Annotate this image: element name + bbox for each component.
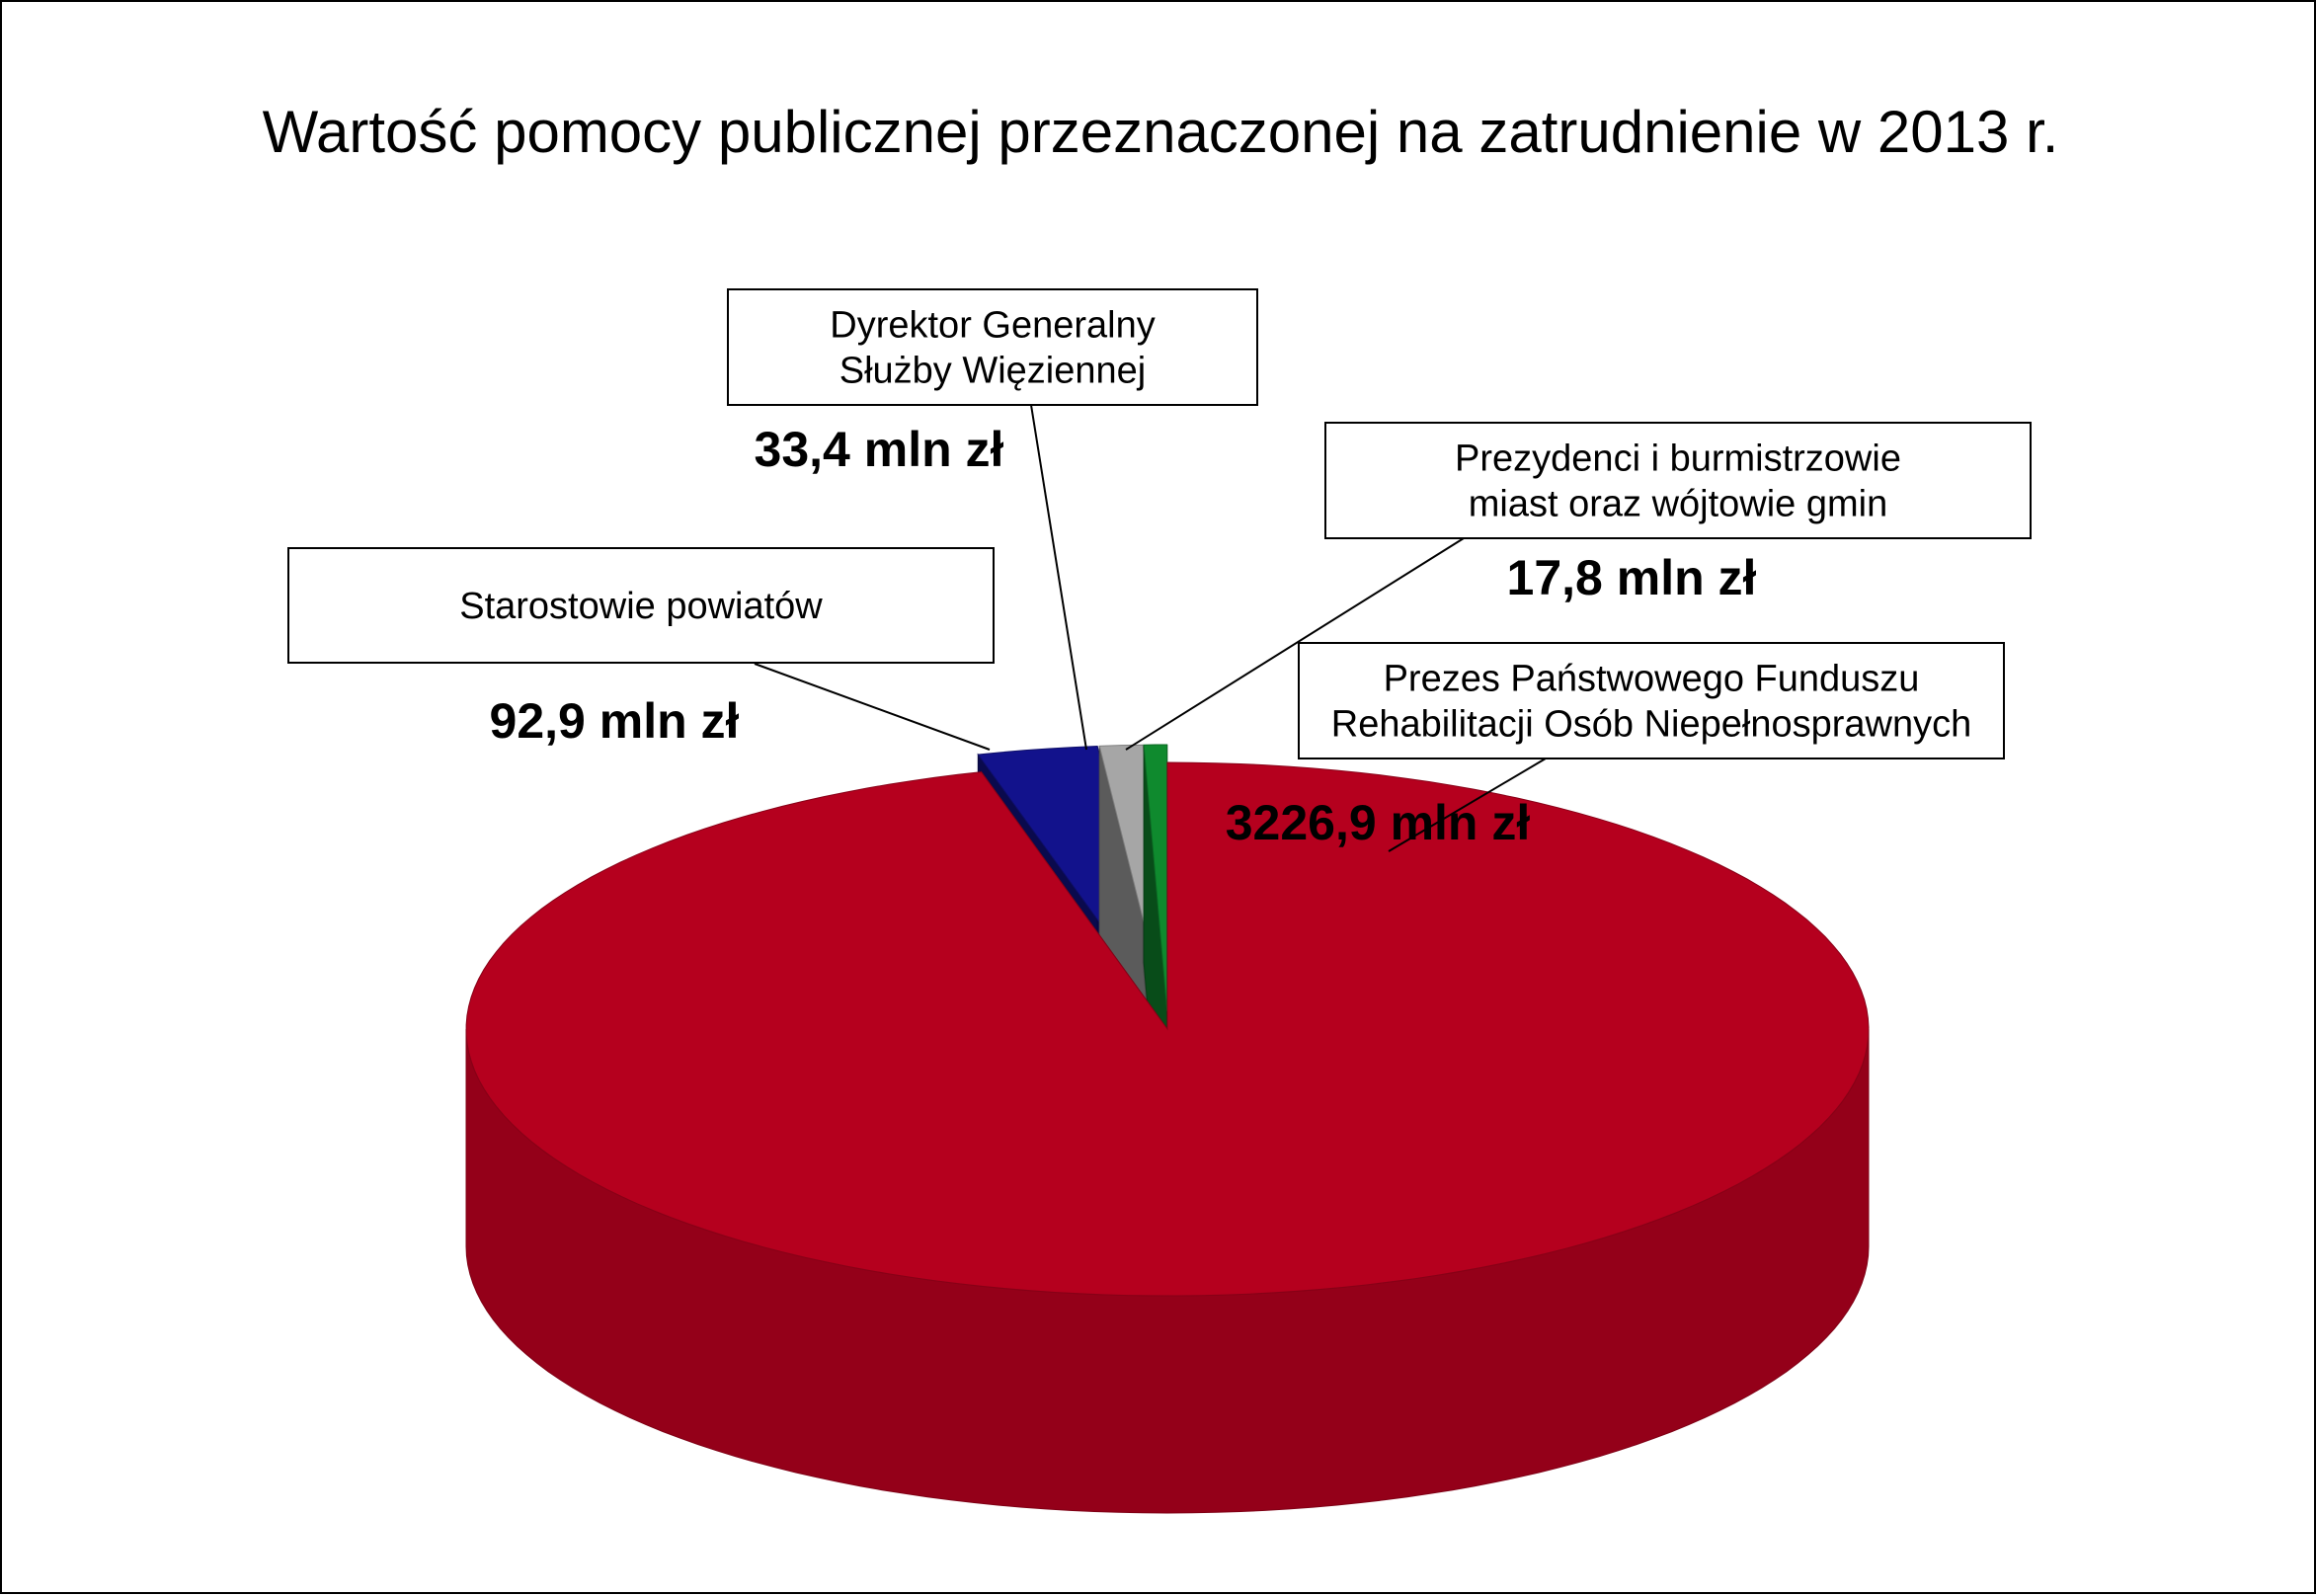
category-label-0-line-1: Rehabilitacji Osób Niepełnosprawnych [1331,704,1971,746]
leader-line-0 [1388,758,1547,852]
leader-line-3 [1125,537,1465,751]
category-label-3-line-1: miast oraz wójtowie gmin [1469,484,1887,525]
value-label-3: 17,8 mln zł [1507,550,1757,605]
label-layer: Prezes Państwowego FunduszuRehabilitacji… [287,288,2032,852]
slice-0-top [465,761,1870,1297]
category-label-2-line-0: Dyrektor Generalny [830,305,1155,347]
value-label-2: 33,4 mln zł [755,422,1004,477]
category-label-2-line-1: Służby Więziennej [839,351,1146,392]
leader-line-2 [1030,404,1087,751]
leader-line-1 [754,663,991,751]
value-label-0: 3226,9 mln zł [1226,795,1531,850]
category-label-3-line-0: Prezydenci i burmistrzowie [1455,439,1901,480]
pie-layer [465,744,1870,1514]
value-label-1: 92,9 mln zł [490,693,740,749]
category-label-box-1 [287,547,995,664]
category-label-box-3 [1324,422,2032,539]
category-label-1-line-0: Starostowie powiatów [459,586,823,627]
chart-title: Wartość pomocy publicznej przeznaczonej … [263,99,2059,165]
category-label-box-2 [727,288,1258,406]
category-label-0-line-0: Prezes Państwowego Funduszu [1384,659,1920,700]
category-label-box-0 [1298,642,2005,759]
